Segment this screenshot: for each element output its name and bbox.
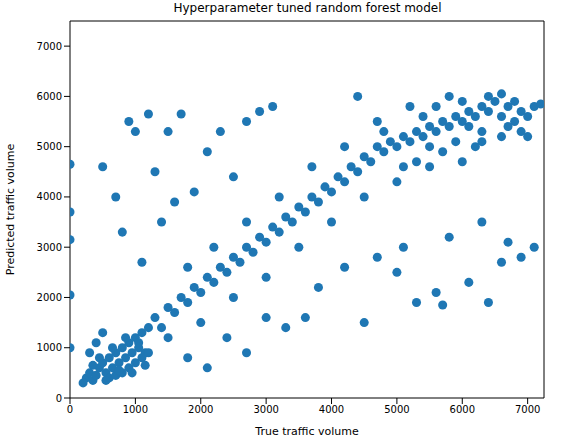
svg-text:7000: 7000 xyxy=(515,404,540,415)
svg-text:7000: 7000 xyxy=(37,41,62,52)
svg-text:2000: 2000 xyxy=(188,404,213,415)
svg-text:3000: 3000 xyxy=(37,242,62,253)
svg-text:0: 0 xyxy=(56,393,62,404)
svg-text:Predicted traffic volume: Predicted traffic volume xyxy=(8,143,17,275)
svg-text:6000: 6000 xyxy=(450,404,475,415)
svg-text:True traffic volume: True traffic volume xyxy=(254,425,359,438)
svg-text:4000: 4000 xyxy=(319,404,344,415)
svg-text:6000: 6000 xyxy=(37,91,62,102)
svg-text:5000: 5000 xyxy=(37,141,62,152)
svg-text:1000: 1000 xyxy=(37,342,62,353)
svg-text:2000: 2000 xyxy=(37,292,62,303)
svg-text:3000: 3000 xyxy=(253,404,278,415)
svg-text:0: 0 xyxy=(67,404,73,415)
svg-text:4000: 4000 xyxy=(37,191,62,202)
html-text:Hyperparameter tuned random fo: Hyperparameter tuned random forest model xyxy=(173,1,442,15)
svg-text:1000: 1000 xyxy=(123,404,148,415)
svg-text:5000: 5000 xyxy=(384,404,409,415)
